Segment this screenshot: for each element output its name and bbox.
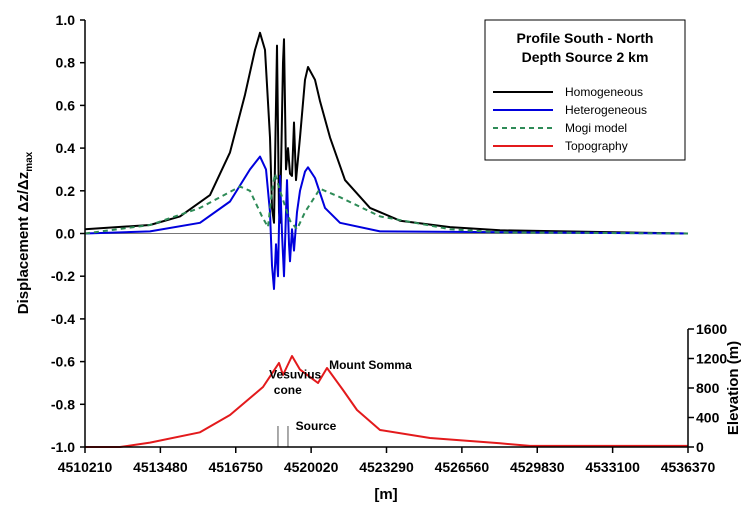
legend-label: Homogeneous xyxy=(565,85,643,99)
series-line-homogeneous xyxy=(84,31,689,235)
x-tick-label: 4536370 xyxy=(661,459,716,475)
y-tick-label: 1.0 xyxy=(56,12,76,28)
x-tick-label: 4520020 xyxy=(284,459,339,475)
series-line-heterogeneous xyxy=(84,155,689,290)
series-line-mogi-model xyxy=(84,172,689,235)
legend-label: Heterogeneous xyxy=(565,103,647,117)
legend-title-line-2: Depth Source 2 km xyxy=(522,49,649,65)
x-tick-label: 4523290 xyxy=(359,459,414,475)
y-axis-label-subscript: max xyxy=(24,151,35,171)
y-axis-label: Displacement Δz/Δzmax xyxy=(15,151,35,314)
y2-tick-label: 1600 xyxy=(696,321,727,337)
x-tick-label: 4513480 xyxy=(133,459,188,475)
y2-axis-label: Elevation (m) xyxy=(725,341,742,435)
y-tick-label: 0.6 xyxy=(56,97,76,113)
y-tick-label: 0.2 xyxy=(56,183,76,199)
legend-title-line-1: Profile South - North xyxy=(517,30,654,46)
y-tick-label: 0.0 xyxy=(56,226,76,242)
legend: Profile South - North Depth Source 2 km … xyxy=(484,19,686,161)
x-tick-label: 4510210 xyxy=(58,459,113,475)
y2-tick-label: 800 xyxy=(696,380,720,396)
y-axis-label-main: Displacement Δz/Δz xyxy=(15,172,32,314)
x-axis-label: [m] xyxy=(374,486,397,503)
legend-label: Mogi model xyxy=(565,121,627,135)
y-tick-label: 0.8 xyxy=(56,55,76,71)
y2-tick-label: 400 xyxy=(696,410,720,426)
annotation-label: Vesuvius xyxy=(269,367,321,381)
series-line-topography xyxy=(85,355,688,448)
y-tick-label: -1.0 xyxy=(51,439,75,455)
x-tick-label: 4533100 xyxy=(585,459,640,475)
x-tick-label: 4526560 xyxy=(435,459,490,475)
y-tick-label: -0.2 xyxy=(51,268,75,284)
x-tick-label: 4529830 xyxy=(510,459,565,475)
annotation-label: Mount Somma xyxy=(329,358,412,372)
legend-box xyxy=(484,19,686,161)
legend-label: Topography xyxy=(565,139,628,153)
y-tick-label: -0.8 xyxy=(51,396,75,412)
annotation-label: Source xyxy=(296,419,337,433)
y2-tick-label: 1200 xyxy=(696,351,727,367)
y-tick-label: -0.6 xyxy=(51,354,75,370)
y-tick-label: 0.4 xyxy=(56,140,76,156)
y2-tick-label: 0 xyxy=(696,439,704,455)
annotation-label: cone xyxy=(274,383,302,397)
y-tick-label: -0.4 xyxy=(51,311,75,327)
x-tick-label: 4516750 xyxy=(208,459,263,475)
